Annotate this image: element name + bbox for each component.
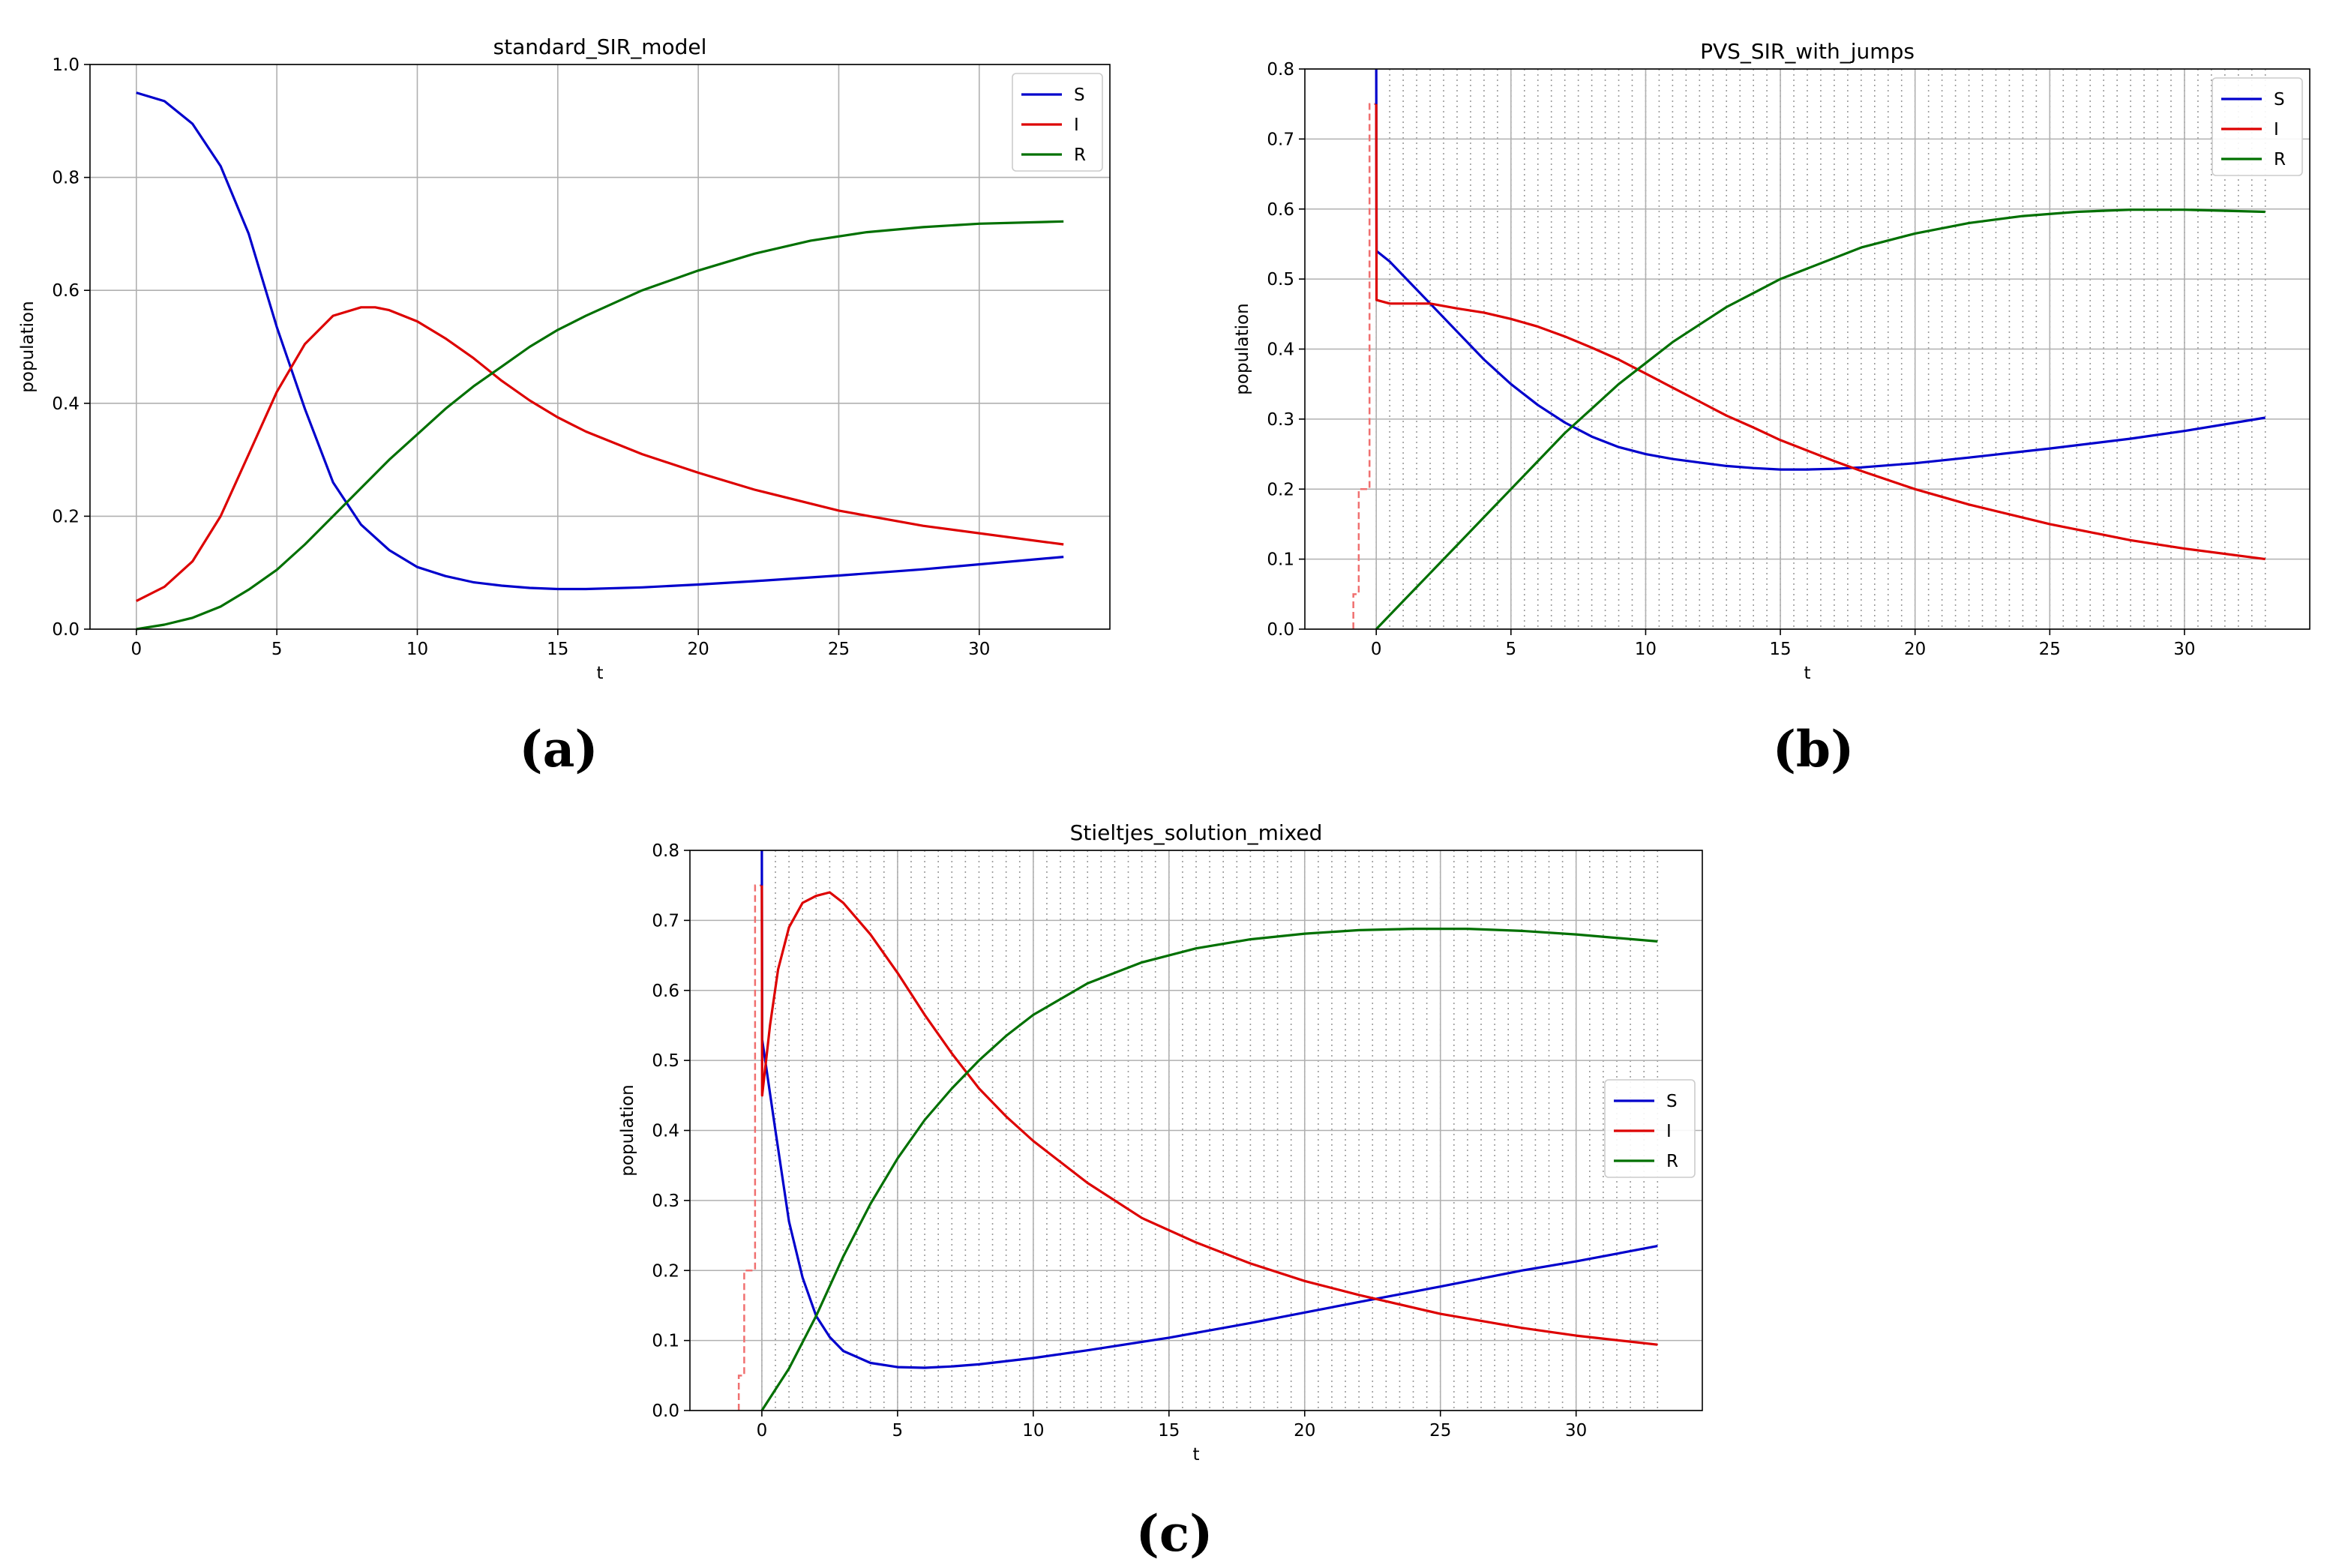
series-line-S (1375, 68, 2266, 471)
y-axis-label: population (618, 1084, 637, 1176)
chart-title: PVS_SIR_with_jumps (1700, 39, 1915, 64)
x-tick-label: 25 (828, 640, 850, 659)
x-tick-label: 20 (687, 640, 709, 659)
y-tick-label: 0.4 (1267, 340, 1294, 360)
chart-title: standard_SIR_model (493, 34, 707, 59)
series-line-I (1375, 103, 2266, 561)
legend-label-I: I (2274, 120, 2279, 139)
panel-caption: (b) (1773, 720, 1855, 778)
legend-box (2212, 77, 2303, 176)
series-line-I (136, 306, 1064, 602)
x-tick-label: 10 (406, 640, 428, 659)
panel-a: 0 5 10 15 20 25 30 0.0 0.2 0.4 0.6 0.8 1.0 standard_S… (18, 34, 1111, 778)
plot-area (90, 64, 1110, 629)
axes-frame (89, 64, 1111, 630)
chart-title: Stieltjes_solution_mixed (1070, 820, 1323, 845)
legend-label-R: R (1666, 1152, 1678, 1171)
legend-label-S: S (2274, 90, 2285, 109)
y-tick-label: 1.0 (52, 55, 79, 75)
y-tick-label: 0.0 (52, 620, 79, 640)
x-tick-label: 15 (1769, 640, 1791, 659)
y-tick-label: 0.3 (652, 1192, 679, 1211)
x-tick-label: 5 (271, 640, 283, 659)
x-tick-label: 5 (1506, 640, 1517, 659)
x-tick-label: 10 (1022, 1421, 1044, 1441)
legend-label-S: S (1074, 85, 1085, 105)
y-axis-label: population (1233, 303, 1252, 394)
x-tick-label: 0 (757, 1421, 768, 1441)
y-tick-label: 0.4 (652, 1122, 679, 1141)
series-line-S (136, 91, 1064, 591)
y-tick-label: 0.8 (652, 841, 679, 861)
legend-box (1012, 73, 1103, 172)
x-axis-label: t (1192, 1445, 1199, 1465)
series-line-S (760, 850, 1658, 1369)
legend-label-I: I (1666, 1122, 1672, 1141)
y-tick-label: 0.3 (1267, 410, 1294, 430)
series-line-I (760, 885, 1658, 1346)
panel-caption: (c) (1136, 1504, 1213, 1563)
y-tick-label: 0.7 (1267, 130, 1294, 149)
panel-caption: (a) (519, 720, 598, 778)
y-tick-label: 0.4 (52, 394, 79, 414)
x-tick-label: 20 (1294, 1421, 1315, 1441)
x-tick-label: 15 (1158, 1421, 1180, 1441)
x-axis-label: t (1804, 664, 1810, 683)
x-tick-label: 25 (1429, 1421, 1451, 1441)
y-tick-label: 0.5 (1267, 270, 1294, 289)
y-tick-label: 0.2 (652, 1261, 679, 1281)
pre-jump-I-line (737, 884, 762, 1411)
series-line-R (1375, 208, 2266, 631)
x-axis-label: t (596, 664, 603, 683)
x-tick-label: 20 (1904, 640, 1926, 659)
legend-box (1604, 1079, 1696, 1178)
y-tick-label: 0.7 (652, 911, 679, 931)
legend-label-I: I (1074, 115, 1079, 135)
pre-jump-I-line (1352, 103, 1377, 629)
y-tick-label: 0.0 (1267, 620, 1294, 640)
y-tick-label: 0.5 (652, 1051, 679, 1071)
x-tick-label: 0 (1371, 640, 1382, 659)
y-tick-label: 0.2 (1267, 480, 1294, 499)
y-tick-label: 0.6 (52, 281, 79, 301)
legend-label-R: R (2274, 150, 2286, 169)
x-tick-label: 30 (968, 640, 990, 659)
y-tick-label: 0.8 (52, 169, 79, 188)
series-line-R (760, 927, 1658, 1411)
y-tick-label: 0.2 (52, 507, 79, 526)
y-tick-label: 0.1 (652, 1332, 679, 1351)
y-tick-label: 0.0 (652, 1402, 679, 1421)
y-tick-label: 0.6 (1267, 200, 1294, 220)
panel-c: 0 5 10 15 20 25 30 0.0 0.1 0.2 0.3 0.4 0.5 0.6 0.7 0.8 S… (618, 820, 1703, 1563)
x-tick-label: 30 (2173, 640, 2195, 659)
legend: SIR (2212, 77, 2303, 176)
legend: SIR (1012, 73, 1103, 172)
legend-label-S: S (1666, 1092, 1678, 1111)
y-tick-label: 0.8 (1267, 60, 1294, 79)
x-tick-label: 5 (892, 1421, 904, 1441)
legend-label-R: R (1074, 145, 1086, 165)
legend: SIR (1604, 1079, 1696, 1178)
y-axis-label: population (18, 301, 37, 392)
y-tick-label: 0.1 (1267, 550, 1294, 570)
x-tick-label: 0 (130, 640, 142, 659)
series-line-R (136, 220, 1064, 631)
panel-b: 0 5 10 15 20 25 30 0.0 0.1 0.2 0.3 0.4 0.5 0.6 0.7 0.8 P… (1233, 39, 2311, 778)
x-tick-label: 15 (547, 640, 568, 659)
y-tick-label: 0.6 (652, 982, 679, 1001)
x-tick-label: 30 (1565, 1421, 1587, 1441)
x-tick-label: 25 (2039, 640, 2061, 659)
x-tick-label: 10 (1635, 640, 1657, 659)
